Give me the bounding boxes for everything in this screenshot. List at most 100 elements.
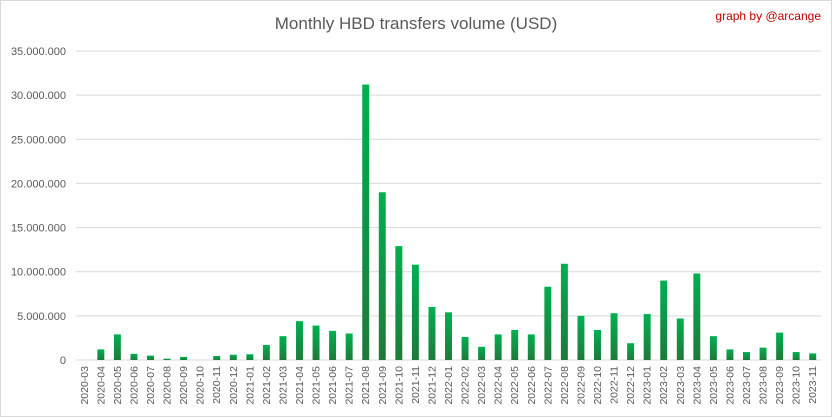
bar-2023-06 (726, 349, 734, 360)
y-tick-label: 10.000.000 (11, 267, 66, 279)
bar-2022-11 (610, 313, 618, 360)
bar-2023-03 (676, 318, 684, 360)
bar-2022-06 (527, 334, 535, 360)
bar-2022-10 (594, 329, 601, 360)
bar-2020-05 (113, 334, 121, 360)
y-tick-label: 15.000.000 (11, 223, 66, 235)
x-tick-label: 2020-09 (178, 366, 190, 405)
x-tick-label: 2022-02 (460, 366, 472, 405)
bar-2023-01 (643, 314, 651, 360)
x-tick-label: 2021-01 (244, 366, 256, 405)
x-tick-label: 2023-11 (807, 366, 819, 404)
x-tick-label: 2023-08 (758, 366, 770, 405)
bar-2021-07 (345, 333, 353, 360)
x-tick-label: 2020-06 (128, 366, 140, 405)
chart-credit: graph by @arcange (715, 9, 821, 23)
bar-2021-04 (296, 321, 303, 360)
bar-2023-11 (809, 353, 817, 360)
x-tick-label: 2023-01 (642, 366, 654, 405)
bar-2021-09 (378, 192, 386, 360)
bar-2022-02 (461, 337, 469, 360)
y-axis-ticks: 0 5.000.000 10.000.000 15.000.000 20.000.000… (11, 46, 66, 367)
bar-2021-05 (312, 325, 320, 360)
bar-2021-01 (246, 354, 254, 360)
x-tick-label: 2022-10 (592, 366, 604, 405)
chart-title: Monthly HBD transfers volume (USD) (275, 14, 557, 33)
x-tick-label: 2023-10 (791, 366, 803, 405)
bar-2020-09 (180, 356, 188, 360)
y-tick-label: 25.000.000 (11, 134, 66, 146)
bar-2022-01 (445, 312, 452, 360)
bar-2023-08 (759, 347, 767, 360)
gridlines (76, 50, 821, 361)
x-tick-label: 2022-05 (509, 366, 521, 405)
x-tick-label: 2023-06 (724, 366, 736, 405)
x-tick-label: 2021-06 (327, 366, 339, 405)
x-tick-label: 2022-01 (443, 366, 455, 405)
x-tick-label: 2020-08 (162, 366, 174, 405)
x-tick-label: 2023-04 (691, 366, 703, 405)
x-tick-label: 2021-11 (410, 366, 422, 404)
x-tick-label: 2022-12 (625, 366, 637, 405)
bar-2023-07 (743, 352, 750, 360)
bar-2021-06 (329, 330, 337, 360)
x-tick-label: 2022-08 (559, 366, 571, 405)
x-tick-label: 2022-03 (476, 366, 488, 405)
x-tick-label: 2021-07 (344, 366, 356, 405)
x-tick-label: 2021-09 (377, 366, 389, 405)
bar-2022-07 (544, 286, 552, 360)
bar-2021-12 (428, 307, 436, 360)
bar-2023-02 (660, 280, 668, 360)
bar-2023-04 (693, 273, 701, 360)
bar-2023-09 (776, 332, 784, 360)
y-tick-label: 0 (60, 355, 66, 367)
x-tick-label: 2022-07 (542, 366, 554, 405)
x-tick-label: 2020-05 (112, 366, 124, 405)
bar-2021-08 (362, 84, 370, 361)
bar-2020-11 (213, 356, 221, 360)
bar-2022-03 (478, 346, 486, 360)
x-tick-label: 2023-07 (741, 366, 753, 405)
x-tick-label: 2023-05 (708, 366, 720, 405)
bar-2020-06 (130, 353, 138, 360)
x-tick-label: 2020-04 (95, 366, 107, 405)
bar-2021-03 (279, 336, 287, 360)
x-tick-label: 2021-02 (261, 366, 273, 405)
bar-2022-04 (494, 334, 502, 360)
bar-2021-11 (411, 264, 419, 360)
bar-2022-08 (560, 263, 568, 360)
x-tick-label: 2020-03 (79, 366, 91, 405)
y-tick-label: 5.000.000 (17, 311, 66, 323)
x-tick-label: 2020-11 (211, 366, 223, 404)
bar-2020-08 (163, 358, 171, 360)
x-tick-label: 2020-07 (145, 366, 157, 405)
x-tick-label: 2022-04 (493, 366, 505, 405)
bar-2022-05 (511, 329, 519, 360)
y-tick-label: 30.000.000 (11, 90, 66, 102)
x-tick-label: 2021-08 (360, 366, 372, 405)
x-tick-label: 2021-10 (393, 366, 405, 405)
x-tick-label: 2021-12 (426, 366, 438, 405)
bar-2022-12 (627, 343, 635, 360)
bar-2021-10 (395, 246, 403, 360)
x-tick-label: 2020-10 (195, 366, 207, 405)
x-tick-label: 2022-09 (575, 366, 587, 405)
x-tick-label: 2022-11 (609, 366, 621, 404)
x-tick-label: 2021-03 (277, 366, 289, 405)
bar-2022-09 (577, 315, 585, 360)
bar-2020-07 (147, 355, 154, 360)
y-tick-label: 20.000.000 (11, 178, 66, 190)
bar-2021-02 (262, 344, 270, 360)
x-tick-label: 2023-02 (658, 366, 670, 405)
x-tick-label: 2023-09 (774, 366, 786, 405)
x-tick-label: 2022-06 (526, 366, 538, 405)
x-tick-label: 2021-04 (294, 366, 306, 405)
x-tick-label: 2020-12 (228, 366, 240, 405)
bar-2023-05 (709, 336, 717, 360)
bar-2020-12 (229, 354, 237, 360)
bar-2023-10 (792, 352, 800, 360)
x-axis-ticks: 2020-03 2020-04 2020-05 2020-06 2020-07 2020-… (79, 366, 819, 405)
bar-2020-04 (97, 349, 105, 360)
